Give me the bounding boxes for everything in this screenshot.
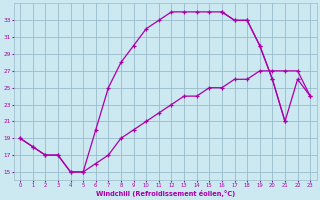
X-axis label: Windchill (Refroidissement éolien,°C): Windchill (Refroidissement éolien,°C) <box>95 190 235 197</box>
